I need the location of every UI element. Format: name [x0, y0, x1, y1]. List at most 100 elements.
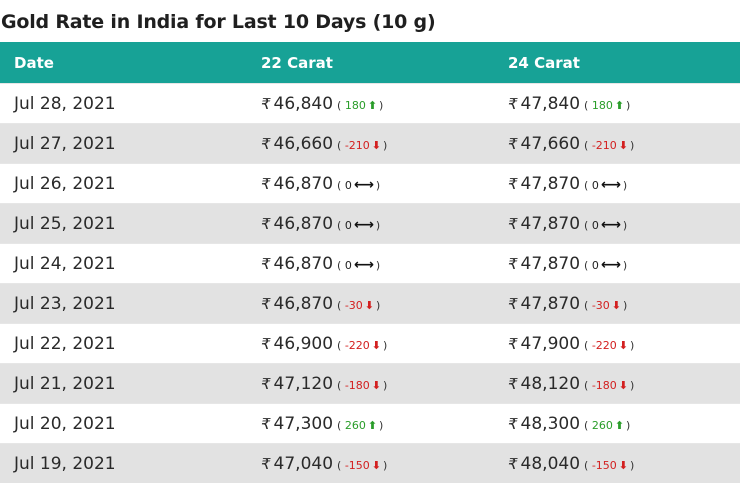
change-value: 260	[345, 419, 366, 432]
price-change: ( -220⬇)	[584, 339, 634, 352]
price-change: ( 0⟷)	[584, 219, 627, 232]
rupee-icon: ₹	[508, 335, 518, 353]
price-cell-k24: ₹48,040 ( -150⬇)	[494, 444, 740, 483]
change-value: 0	[592, 219, 599, 232]
price-change: ( -30⬇)	[584, 299, 627, 312]
rupee-icon: ₹	[261, 255, 271, 273]
arrow-left-right-icon: ⟷	[354, 177, 374, 193]
change-value: -180	[345, 379, 370, 392]
rupee-icon: ₹	[261, 175, 271, 193]
price-value: 47,840	[521, 94, 580, 114]
change-value: -220	[345, 339, 370, 352]
price-value: 47,870	[521, 174, 580, 194]
price-change: ( -180⬇)	[584, 379, 634, 392]
price-value: 47,900	[521, 334, 580, 354]
price-value: 46,900	[274, 334, 333, 354]
rupee-icon: ₹	[261, 295, 271, 313]
arrow-down-icon: ⬇	[619, 139, 628, 152]
rupee-icon: ₹	[261, 455, 271, 473]
price-change: ( -220⬇)	[337, 339, 387, 352]
table-row: Jul 23, 2021 ₹46,870( -30⬇) ₹47,870( -30…	[0, 284, 740, 324]
column-header-24-carat: 24 Carat	[494, 42, 740, 84]
price-cell-k22: ₹46,660( -210⬇)	[247, 124, 494, 164]
table-row: Jul 21, 2021 ₹47,120( -180⬇) ₹48,120( -1…	[0, 364, 740, 404]
arrow-up-icon: ⬆	[615, 419, 624, 432]
price-change: ( -150⬇)	[337, 459, 387, 472]
price-change: ( 180⬆)	[337, 99, 383, 112]
rupee-icon: ₹	[508, 175, 518, 193]
rupee-icon: ₹	[508, 255, 518, 273]
price-value: 46,870	[274, 214, 333, 234]
table-row: Jul 28, 2021 ₹46,840 ( 180⬆) ₹47,840 ( 180…	[0, 84, 740, 124]
date-cell: Jul 19, 2021	[0, 444, 247, 483]
arrow-down-icon: ⬇	[372, 139, 381, 152]
price-cell-k24: ₹47,870( 0⟷)	[494, 204, 740, 244]
change-value: 0	[592, 259, 599, 272]
price-change: ( 0⟷)	[584, 179, 627, 192]
arrow-left-right-icon: ⟷	[601, 257, 621, 273]
price-cell-k22: ₹46,870( 0⟷)	[247, 244, 494, 284]
price-value: 46,870	[274, 174, 333, 194]
table-row: Jul 25, 2021 ₹46,870( 0⟷) ₹47,870( 0⟷)	[0, 204, 740, 244]
arrow-down-icon: ⬇	[372, 459, 381, 472]
price-change: ( -180⬇)	[337, 379, 387, 392]
price-change: ( -30⬇)	[337, 299, 380, 312]
column-header-date: Date	[0, 42, 247, 84]
price-value: 48,300	[521, 414, 580, 434]
page-title: Gold Rate in India for Last 10 Days (10 …	[0, 0, 740, 42]
rupee-icon: ₹	[261, 95, 271, 113]
price-cell-k22: ₹46,840 ( 180⬆)	[247, 84, 494, 124]
arrow-left-right-icon: ⟷	[354, 217, 374, 233]
date-cell: Jul 25, 2021	[0, 204, 247, 244]
price-change: ( 0⟷)	[337, 179, 380, 192]
price-cell-k24: ₹48,300( 260⬆)	[494, 404, 740, 444]
column-header-22-carat: 22 Carat	[247, 42, 494, 84]
price-value: 47,040	[274, 454, 333, 474]
rupee-icon: ₹	[508, 455, 518, 473]
change-value: -180	[592, 379, 617, 392]
price-cell-k24: ₹47,870 ( 0⟷)	[494, 244, 740, 284]
date-cell: Jul 27, 2021	[0, 124, 247, 164]
rupee-icon: ₹	[261, 335, 271, 353]
change-value: 0	[345, 259, 352, 272]
date-cell: Jul 22, 2021	[0, 324, 247, 364]
date-cell: Jul 26, 2021	[0, 164, 247, 204]
price-value: 48,040	[521, 454, 580, 474]
price-value: 47,870	[521, 294, 580, 314]
arrow-down-icon: ⬇	[372, 339, 381, 352]
price-cell-k22: ₹47,300( 260⬆)	[247, 404, 494, 444]
change-value: -220	[592, 339, 617, 352]
arrow-up-icon: ⬆	[368, 419, 377, 432]
change-value: 260	[592, 419, 613, 432]
arrow-down-icon: ⬇	[612, 299, 621, 312]
table-row: Jul 19, 2021 ₹47,040 ( -150⬇) ₹48,040 ( -1…	[0, 444, 740, 483]
price-cell-k22: ₹46,870 ( 0⟷)	[247, 164, 494, 204]
price-cell-k24: ₹47,900 ( -220⬇)	[494, 324, 740, 364]
price-cell-k24: ₹47,840( 180⬆)	[494, 84, 740, 124]
arrow-left-right-icon: ⟷	[354, 257, 374, 273]
arrow-down-icon: ⬇	[619, 459, 628, 472]
price-value: 46,840	[274, 94, 333, 114]
table-row: Jul 24, 2021 ₹46,870( 0⟷) ₹47,870 ( 0⟷)	[0, 244, 740, 284]
price-change: ( 0⟷)	[337, 219, 380, 232]
arrow-down-icon: ⬇	[372, 379, 381, 392]
price-cell-k24: ₹48,120( -180⬇)	[494, 364, 740, 404]
price-change: ( 260⬆)	[584, 419, 630, 432]
price-cell-k22: ₹47,040 ( -150⬇)	[247, 444, 494, 483]
price-value: 47,870	[521, 254, 580, 274]
price-value: 47,870	[521, 214, 580, 234]
change-value: -150	[345, 459, 370, 472]
change-value: -30	[592, 299, 610, 312]
change-value: 180	[345, 99, 366, 112]
rupee-icon: ₹	[261, 415, 271, 433]
rupee-icon: ₹	[261, 215, 271, 233]
price-change: ( 0⟷)	[584, 259, 627, 272]
rupee-icon: ₹	[508, 135, 518, 153]
table-row: Jul 27, 2021 ₹46,660( -210⬇) ₹47,660( -2…	[0, 124, 740, 164]
price-change: ( 180⬆)	[584, 99, 630, 112]
change-value: -150	[592, 459, 617, 472]
date-cell: Jul 24, 2021	[0, 244, 247, 284]
arrow-down-icon: ⬇	[619, 339, 628, 352]
date-cell: Jul 28, 2021	[0, 84, 247, 124]
price-change: ( -150⬇)	[584, 459, 634, 472]
